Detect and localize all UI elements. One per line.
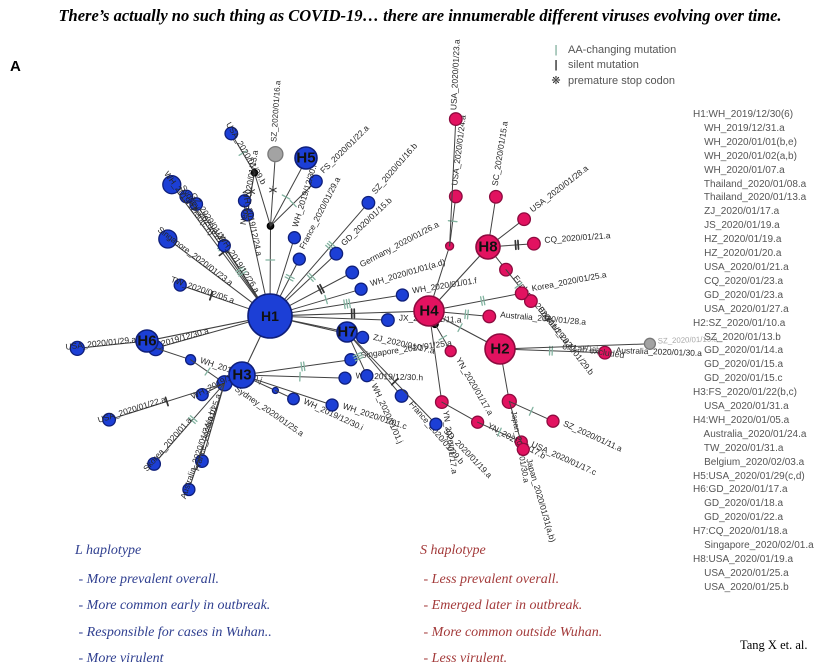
svg-text:WH_2019/12/30(c.n): WH_2019/12/30(c.n)	[162, 169, 216, 237]
svg-text:SC_2020/01/15.a: SC_2020/01/15.a	[490, 120, 510, 186]
svg-text:H5: H5	[296, 150, 315, 167]
svg-text:H4: H4	[419, 303, 439, 320]
svg-text:SZ_2020/01/16.a: SZ_2020/01/16.a	[269, 80, 282, 142]
svg-text:H8: H8	[478, 239, 497, 256]
svg-text:H2: H2	[490, 341, 509, 358]
svg-text:CQ_2020/01/21.a: CQ_2020/01/21.a	[544, 230, 611, 245]
svg-text:SZ_2020/01/11.a: SZ_2020/01/11.a	[562, 418, 624, 454]
svg-text:SZ_2020/01/16.b: SZ_2020/01/16.b	[369, 141, 419, 196]
svg-text:USA_2020/01/28.a: USA_2020/01/28.a	[528, 163, 590, 214]
svg-text:H7: H7	[337, 324, 356, 341]
svg-text:H3: H3	[232, 367, 251, 384]
svg-text:Australia_2020/01/30.a: Australia_2020/01/30.a	[616, 345, 703, 358]
svg-text:FS_2020/01/22.a: FS_2020/01/22.a	[318, 123, 371, 175]
svg-text:Skorea_2020/01.a: Skorea_2020/01.a	[141, 415, 194, 473]
svg-text:H1: H1	[261, 308, 279, 324]
svg-text:USA_2020/01/22.a: USA_2020/01/22.a	[96, 394, 167, 425]
svg-text:USA_2020/01/23.a: USA_2020/01/23.a	[448, 39, 461, 111]
svg-text:Japan_2020/01/31(a,b): Japan_2020/01/31(a,b)	[524, 457, 558, 543]
svg-text:YN_2020/01/17.a: YN_2020/01/17.a	[454, 356, 496, 418]
svg-text:France_2020/01/29.b: France_2020/01/29.b	[407, 399, 467, 466]
svg-text:Korea_2020/01/25.a: Korea_2020/01/25.a	[531, 269, 608, 293]
svg-text:Sydney_2020/01/25.a: Sydney_2020/01/25.a	[233, 384, 306, 439]
svg-text:USA_2020/01/29.a: USA_2020/01/29.a	[65, 334, 137, 352]
svg-text:H6: H6	[137, 333, 156, 350]
svg-text:WH_2020/01/01.f: WH_2020/01/01.f	[411, 275, 478, 295]
